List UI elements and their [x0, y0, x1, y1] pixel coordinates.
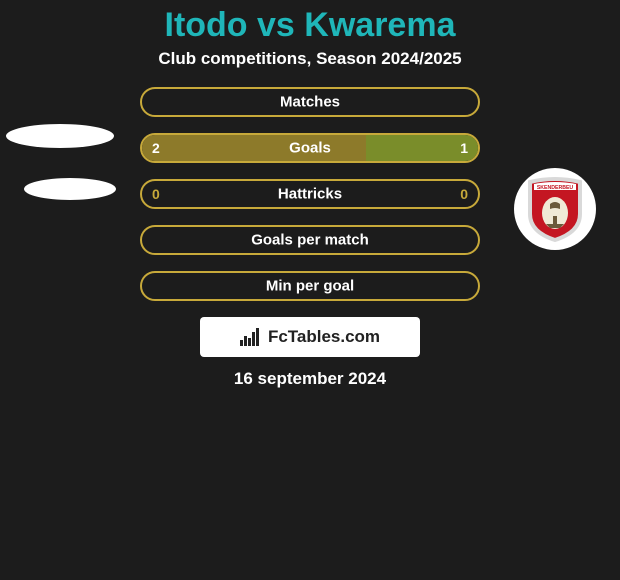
- stats-container: Matches Goals2 1 Hattricks0 0 Goals per match…: [140, 87, 480, 301]
- bar-chart-icon: [240, 328, 262, 346]
- club-name-text: SKENDERBEU: [537, 185, 574, 191]
- player-badge-left: [6, 118, 106, 218]
- stat-value-left: 2: [152, 140, 160, 156]
- stat-label: Goals per match: [142, 232, 478, 249]
- stat-label: Min per goal: [142, 278, 478, 295]
- stat-value-left: 0: [152, 186, 160, 202]
- stat-value-right: 0: [460, 186, 468, 202]
- subtitle: Club competitions, Season 2024/2025: [0, 49, 620, 69]
- player-badge-right: SKENDERBEU: [514, 168, 614, 268]
- stat-label: Matches: [142, 94, 478, 111]
- branding-text: FcTables.com: [268, 327, 380, 347]
- branding-badge[interactable]: FcTables.com: [200, 317, 420, 357]
- date-text: 16 september 2024: [0, 369, 620, 389]
- stat-row: Matches: [140, 87, 480, 117]
- club-badge-circle: SKENDERBEU: [514, 168, 596, 250]
- stat-row: Min per goal: [140, 271, 480, 301]
- placeholder-ellipse-1: [6, 124, 114, 148]
- club-shield-icon: SKENDERBEU: [526, 176, 584, 242]
- stat-row: Goals2 1: [140, 133, 480, 163]
- stat-value-right: 1: [460, 140, 468, 156]
- stat-label: Goals: [142, 140, 478, 157]
- stat-row: Goals per match: [140, 225, 480, 255]
- stat-row: Hattricks0 0: [140, 179, 480, 209]
- stat-label: Hattricks: [142, 186, 478, 203]
- placeholder-ellipse-2: [24, 178, 116, 200]
- page-title: Itodo vs Kwarema: [0, 0, 620, 49]
